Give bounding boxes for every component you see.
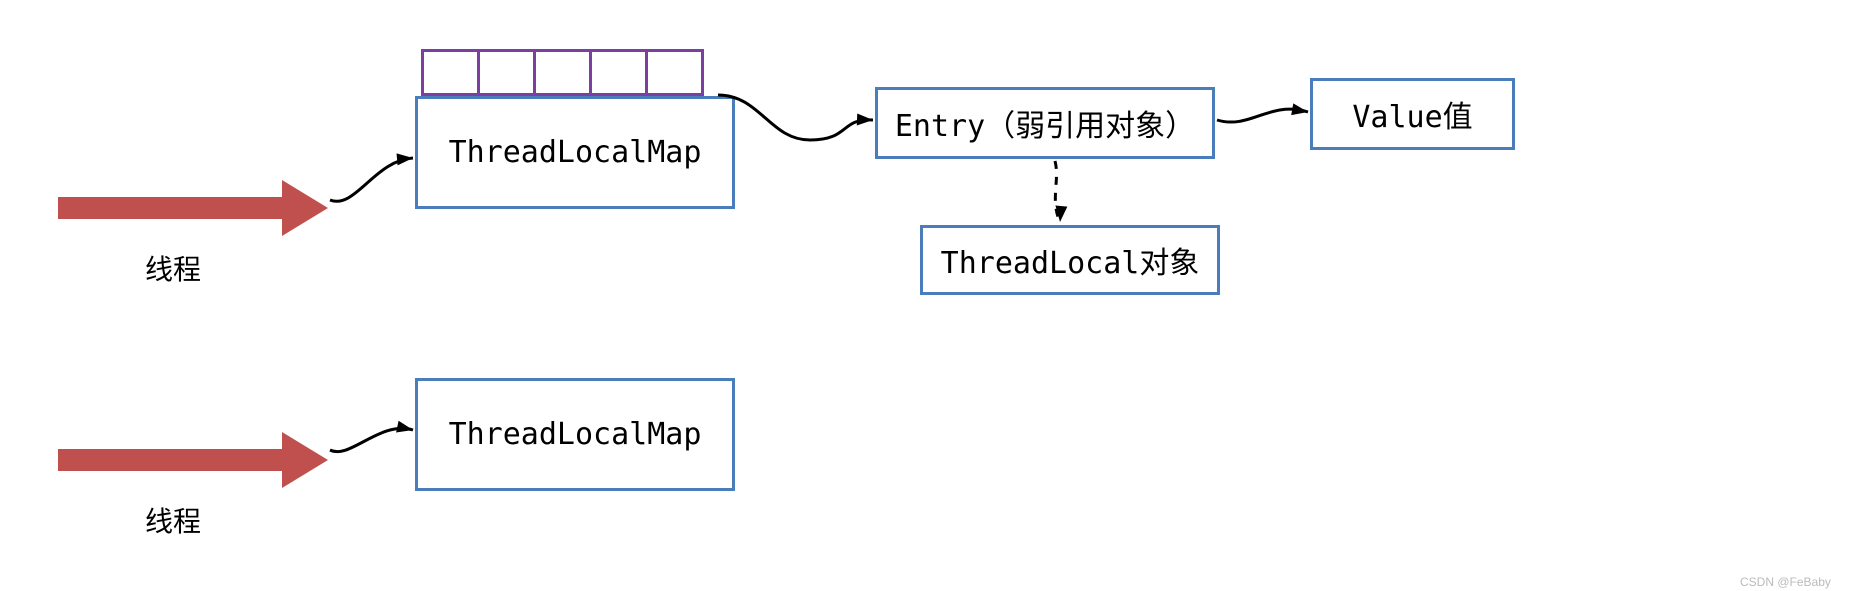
array-cell [645,49,704,96]
threadlocalmap-box-2: ThreadLocalMap [415,378,735,491]
value-label: Value值 [1352,92,1472,136]
threadlocalmap-label-1: ThreadLocalMap [449,135,702,170]
array-cell [421,49,480,96]
array-cell [533,49,592,96]
entry-box: Entry（弱引用对象） [875,87,1215,159]
threadlocal-object-box: ThreadLocal对象 [920,225,1220,295]
threadlocalmap-box-1: ThreadLocalMap [415,96,735,209]
watermark-text: CSDN @FeBaby [1740,575,1831,589]
array-cell [477,49,536,96]
value-box: Value值 [1310,78,1515,150]
array-cell [589,49,648,96]
entry-label: Entry（弱引用对象） [895,101,1195,145]
threadlocal-object-label: ThreadLocal对象 [941,238,1200,282]
array-cells [421,49,704,96]
threadlocalmap-label-2: ThreadLocalMap [449,417,702,452]
thread-label-2: 线程 [145,500,201,540]
thread-label-1: 线程 [145,248,201,288]
